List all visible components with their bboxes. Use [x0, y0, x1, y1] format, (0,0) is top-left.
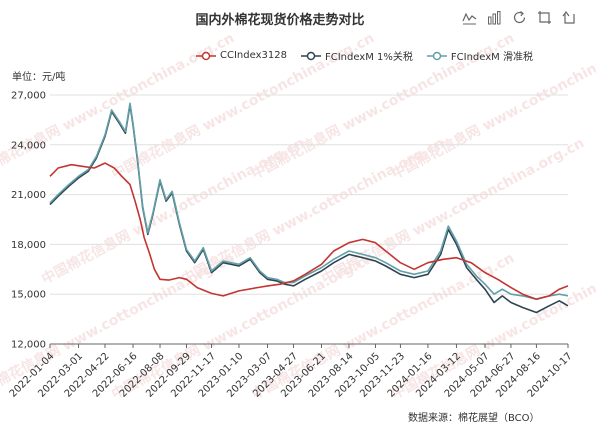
- legend-label-fcindex-1pct: FCIndexM 1%关税: [324, 52, 413, 63]
- y-tick-label-2: 21,000: [11, 190, 46, 201]
- watermark-text-6: 中国棉花信息网 www.cottonchina.org.cn: [319, 134, 587, 287]
- chart-legend: CCIndex3128 FCIndexM 1%关税 FCIndexM 滑准税: [196, 48, 533, 63]
- zoom-reset-icon[interactable]: [562, 10, 577, 25]
- y-tick-label-4: 15,000: [11, 290, 46, 301]
- legend-swatch-fcindex-1pct: [300, 51, 321, 60]
- line-chart-icon[interactable]: [462, 10, 477, 25]
- legend-item-fcindex-sliding[interactable]: FCIndexM 滑准税: [426, 48, 533, 63]
- y-tick-label-3: 18,000: [11, 240, 46, 251]
- series-line-0[interactable]: [49, 162, 569, 300]
- legend-label-ccindex: CCIndex3128: [220, 50, 287, 61]
- chart-toolbar: [462, 10, 577, 25]
- legend-swatch-ccindex: [196, 51, 216, 60]
- zoom-icon[interactable]: [537, 10, 552, 25]
- y-tick-label-1: 24,000: [11, 140, 46, 151]
- legend-item-ccindex[interactable]: CCIndex3128: [196, 50, 287, 61]
- series-line-2[interactable]: [49, 102, 569, 300]
- y-tick-label-5: 12,000: [11, 340, 46, 351]
- chart-title: 国内外棉花现货价格走势对比: [195, 13, 365, 28]
- legend-label-fcindex-sliding: FCIndexM 滑准税: [450, 52, 533, 63]
- restore-icon[interactable]: [512, 10, 527, 25]
- y-tick-label-0: 27,000: [11, 91, 46, 102]
- legend-swatch-fcindex-sliding: [426, 51, 447, 60]
- legend-item-fcindex-1pct[interactable]: FCIndexM 1%关税: [300, 48, 413, 63]
- bar-chart-icon[interactable]: [487, 10, 502, 25]
- y-axis-unit-label: 单位：元/吨: [12, 72, 66, 83]
- watermark-text-4: 中国棉花信息网 www.cottonchina.org.cn: [39, 134, 307, 287]
- data-source-label: 数据来源：棉花展望（BCO）: [408, 413, 540, 424]
